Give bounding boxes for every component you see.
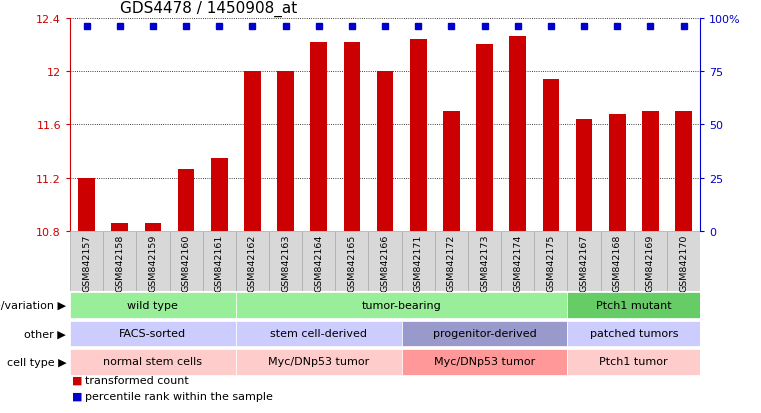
Text: genotype/variation ▶: genotype/variation ▶ bbox=[0, 301, 66, 311]
Bar bbox=[236, 293, 568, 318]
Bar bbox=[111, 224, 128, 232]
Bar bbox=[170, 232, 202, 292]
Text: percentile rank within the sample: percentile rank within the sample bbox=[85, 391, 273, 401]
Bar bbox=[634, 232, 667, 292]
Bar bbox=[103, 232, 136, 292]
Text: GSM842163: GSM842163 bbox=[281, 234, 290, 292]
Text: Myc/DNp53 tumor: Myc/DNp53 tumor bbox=[434, 356, 535, 366]
Text: GSM842166: GSM842166 bbox=[380, 234, 390, 291]
Text: GSM842160: GSM842160 bbox=[182, 234, 190, 291]
Bar bbox=[377, 72, 393, 232]
Text: GSM842173: GSM842173 bbox=[480, 234, 489, 292]
Bar bbox=[269, 232, 302, 292]
Text: Ptch1 tumor: Ptch1 tumor bbox=[600, 356, 668, 366]
Text: GSM842174: GSM842174 bbox=[513, 234, 522, 291]
Bar bbox=[642, 112, 659, 232]
Text: GSM842168: GSM842168 bbox=[613, 234, 622, 291]
Bar bbox=[70, 293, 236, 318]
Text: transformed count: transformed count bbox=[85, 375, 189, 385]
Bar bbox=[244, 72, 261, 232]
Bar bbox=[568, 293, 700, 318]
Bar bbox=[202, 232, 236, 292]
Bar bbox=[675, 112, 692, 232]
Text: GDS4478 / 1450908_at: GDS4478 / 1450908_at bbox=[120, 1, 298, 17]
Text: GSM842161: GSM842161 bbox=[215, 234, 224, 291]
Text: ■: ■ bbox=[72, 375, 82, 385]
Text: GSM842170: GSM842170 bbox=[679, 234, 688, 291]
Text: GSM842159: GSM842159 bbox=[148, 234, 158, 291]
Bar bbox=[178, 169, 194, 232]
Bar bbox=[402, 232, 435, 292]
Bar bbox=[277, 72, 294, 232]
Bar bbox=[78, 178, 95, 232]
Bar bbox=[501, 232, 534, 292]
Bar bbox=[236, 232, 269, 292]
Bar bbox=[667, 232, 700, 292]
Bar bbox=[609, 114, 626, 232]
Bar bbox=[310, 43, 327, 232]
Text: GSM842158: GSM842158 bbox=[115, 234, 124, 291]
Text: GSM842165: GSM842165 bbox=[348, 234, 356, 291]
Bar bbox=[600, 232, 634, 292]
Text: GSM842167: GSM842167 bbox=[580, 234, 588, 291]
Text: GSM842169: GSM842169 bbox=[646, 234, 655, 291]
Text: GSM842164: GSM842164 bbox=[314, 234, 323, 291]
Text: GSM842171: GSM842171 bbox=[414, 234, 422, 291]
Text: cell type ▶: cell type ▶ bbox=[7, 357, 66, 367]
Text: Myc/DNp53 tumor: Myc/DNp53 tumor bbox=[268, 356, 369, 366]
Text: GSM842162: GSM842162 bbox=[248, 234, 257, 291]
Bar bbox=[568, 232, 600, 292]
Text: normal stem cells: normal stem cells bbox=[103, 356, 202, 366]
Bar bbox=[368, 232, 402, 292]
Text: progenitor-derived: progenitor-derived bbox=[433, 328, 537, 338]
Bar bbox=[568, 321, 700, 347]
Bar bbox=[509, 37, 526, 232]
Bar bbox=[435, 232, 468, 292]
Bar bbox=[534, 232, 568, 292]
Text: Ptch1 mutant: Ptch1 mutant bbox=[596, 300, 672, 310]
Bar bbox=[136, 232, 170, 292]
Bar bbox=[211, 159, 228, 232]
Bar bbox=[70, 232, 103, 292]
Bar bbox=[543, 80, 559, 232]
Bar bbox=[443, 112, 460, 232]
Bar bbox=[402, 349, 568, 375]
Text: patched tumors: patched tumors bbox=[590, 328, 678, 338]
Text: tumor-bearing: tumor-bearing bbox=[361, 300, 441, 310]
Text: GSM842172: GSM842172 bbox=[447, 234, 456, 291]
Bar bbox=[402, 321, 568, 347]
Text: GSM842157: GSM842157 bbox=[82, 234, 91, 291]
Bar bbox=[568, 349, 700, 375]
Bar bbox=[70, 321, 236, 347]
Bar bbox=[236, 321, 402, 347]
Text: other ▶: other ▶ bbox=[24, 329, 66, 339]
Bar bbox=[70, 349, 236, 375]
Bar bbox=[410, 40, 426, 232]
Text: FACS-sorted: FACS-sorted bbox=[119, 328, 186, 338]
Bar bbox=[576, 120, 592, 232]
Bar bbox=[476, 45, 493, 232]
Text: stem cell-derived: stem cell-derived bbox=[270, 328, 368, 338]
Bar bbox=[236, 349, 402, 375]
Bar bbox=[344, 43, 360, 232]
Text: ■: ■ bbox=[72, 391, 82, 401]
Text: wild type: wild type bbox=[128, 300, 178, 310]
Bar bbox=[336, 232, 368, 292]
Bar bbox=[468, 232, 501, 292]
Bar bbox=[145, 224, 161, 232]
Bar bbox=[302, 232, 336, 292]
Text: GSM842175: GSM842175 bbox=[546, 234, 556, 291]
